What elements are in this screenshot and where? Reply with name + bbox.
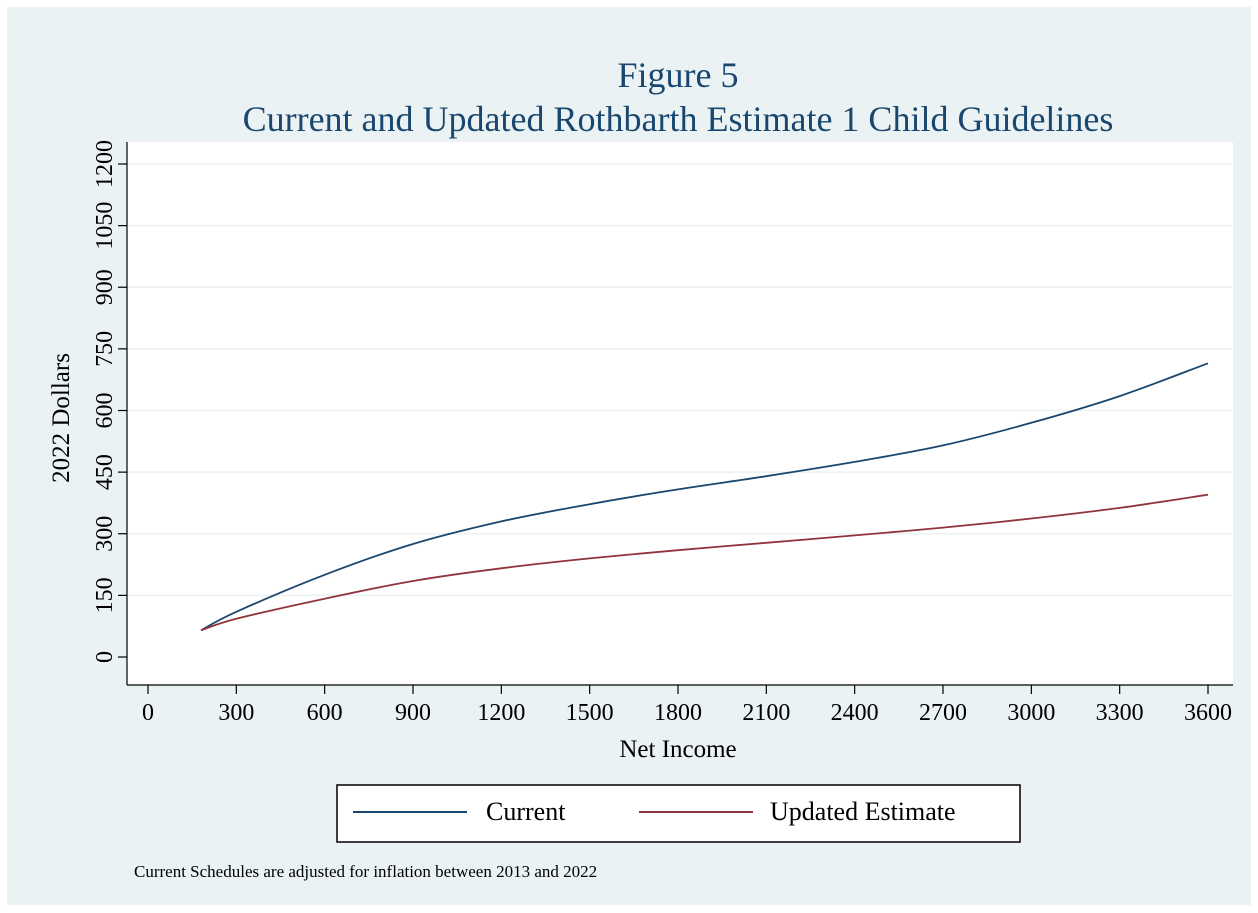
- series-lines: [200, 362, 1209, 632]
- legend-label-current: Current: [486, 797, 566, 826]
- grid-lines: [127, 163, 1233, 597]
- chart-frame: Figure 5 Current and Updated Rothbarth E…: [7, 7, 1251, 905]
- x-tick-label: 3000: [1007, 700, 1055, 726]
- chart-subtitle: Current and Updated Rothbarth Estimate 1…: [243, 99, 1114, 139]
- x-tick-label: 600: [307, 700, 343, 726]
- chart-note: Current Schedules are adjusted for infla…: [134, 862, 597, 881]
- y-tick-label: 300: [92, 516, 118, 552]
- legend-box: [336, 784, 1021, 843]
- legend-label-updated: Updated Estimate: [770, 797, 956, 826]
- series-line-current: [200, 362, 1209, 632]
- legend: Current Updated Estimate: [336, 784, 1021, 843]
- x-axis-title: Net Income: [619, 736, 736, 763]
- x-tick-label: 300: [218, 700, 254, 726]
- x-tick-label: 0: [142, 700, 154, 726]
- series-line-updated-estimate: [200, 493, 1209, 632]
- plot-area: [127, 142, 1233, 685]
- x-tick-label: 2700: [919, 700, 967, 726]
- y-tick-label: 150: [92, 577, 118, 613]
- x-tick-label: 3300: [1096, 700, 1144, 726]
- x-tick-label: 1200: [477, 700, 525, 726]
- chart-title: Figure 5: [618, 55, 739, 95]
- x-tick-label: 2100: [742, 700, 790, 726]
- x-tick-label: 900: [395, 700, 431, 726]
- y-tick-label: 0: [92, 651, 118, 663]
- y-tick-label: 900: [92, 269, 118, 305]
- line-chart: Figure 5 Current and Updated Rothbarth E…: [48, 55, 1233, 881]
- y-tick-label: 1050: [92, 202, 118, 250]
- x-tick-label: 1800: [654, 700, 702, 726]
- y-axis-title: 2022 Dollars: [48, 353, 75, 483]
- y-tick-label: 450: [92, 454, 118, 490]
- x-tick-label: 1500: [566, 700, 614, 726]
- y-tick-label: 750: [92, 331, 118, 367]
- x-tick-label: 2400: [831, 700, 879, 726]
- axes: 0 150 300 450 600 750 900 1050 1200 0 300 600 900 120…: [92, 140, 1233, 726]
- x-tick-label: 3600: [1184, 700, 1232, 726]
- y-tick-label: 600: [92, 393, 118, 429]
- y-tick-label: 1200: [92, 140, 118, 188]
